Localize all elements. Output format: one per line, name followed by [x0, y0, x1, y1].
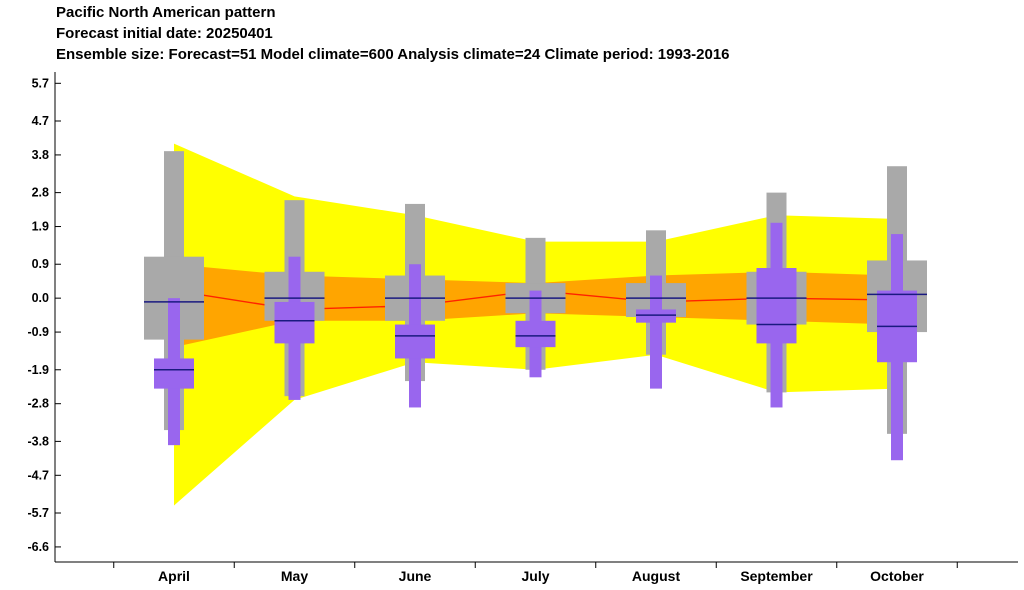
chart-titles: Pacific North American pattern Forecast …	[56, 2, 730, 65]
y-tick-label: -6.6	[27, 540, 49, 554]
y-tick-label: -5.7	[27, 506, 49, 520]
y-tick-label: 0.0	[32, 291, 49, 305]
forecast-whisker	[650, 275, 662, 389]
x-category-label: October	[870, 568, 924, 584]
y-tick-label: 0.9	[32, 257, 49, 271]
forecast-box	[636, 309, 676, 323]
chart-subtitle-date: Forecast initial date: 20250401	[56, 25, 273, 42]
y-tick-label: 3.8	[32, 148, 49, 162]
x-category-label: April	[158, 568, 190, 584]
x-category-label: July	[521, 568, 549, 584]
x-category-label: June	[399, 568, 432, 584]
x-category-label: September	[740, 568, 813, 584]
chart-subtitle-ensemble: Ensemble size: Forecast=51 Model climate…	[56, 46, 730, 63]
forecast-box	[274, 301, 315, 344]
chart-title: Pacific North American pattern	[56, 4, 276, 21]
y-tick-label: -3.8	[27, 434, 49, 448]
y-tick-label: -2.8	[27, 397, 49, 411]
y-tick-label: -1.9	[27, 363, 49, 377]
forecast-box	[395, 324, 435, 359]
forecast-box	[756, 268, 797, 344]
forecast-box	[515, 320, 556, 348]
y-tick-label: 4.7	[32, 114, 49, 128]
x-category-label: May	[281, 568, 308, 584]
y-tick-label: -4.7	[27, 468, 49, 482]
x-category-label: August	[632, 568, 681, 584]
y-tick-label: -0.9	[27, 325, 49, 339]
y-tick-label: 1.9	[32, 220, 49, 234]
y-tick-label: 2.8	[32, 186, 49, 200]
forecast-box	[154, 358, 194, 389]
y-tick-label: 5.7	[32, 76, 49, 90]
